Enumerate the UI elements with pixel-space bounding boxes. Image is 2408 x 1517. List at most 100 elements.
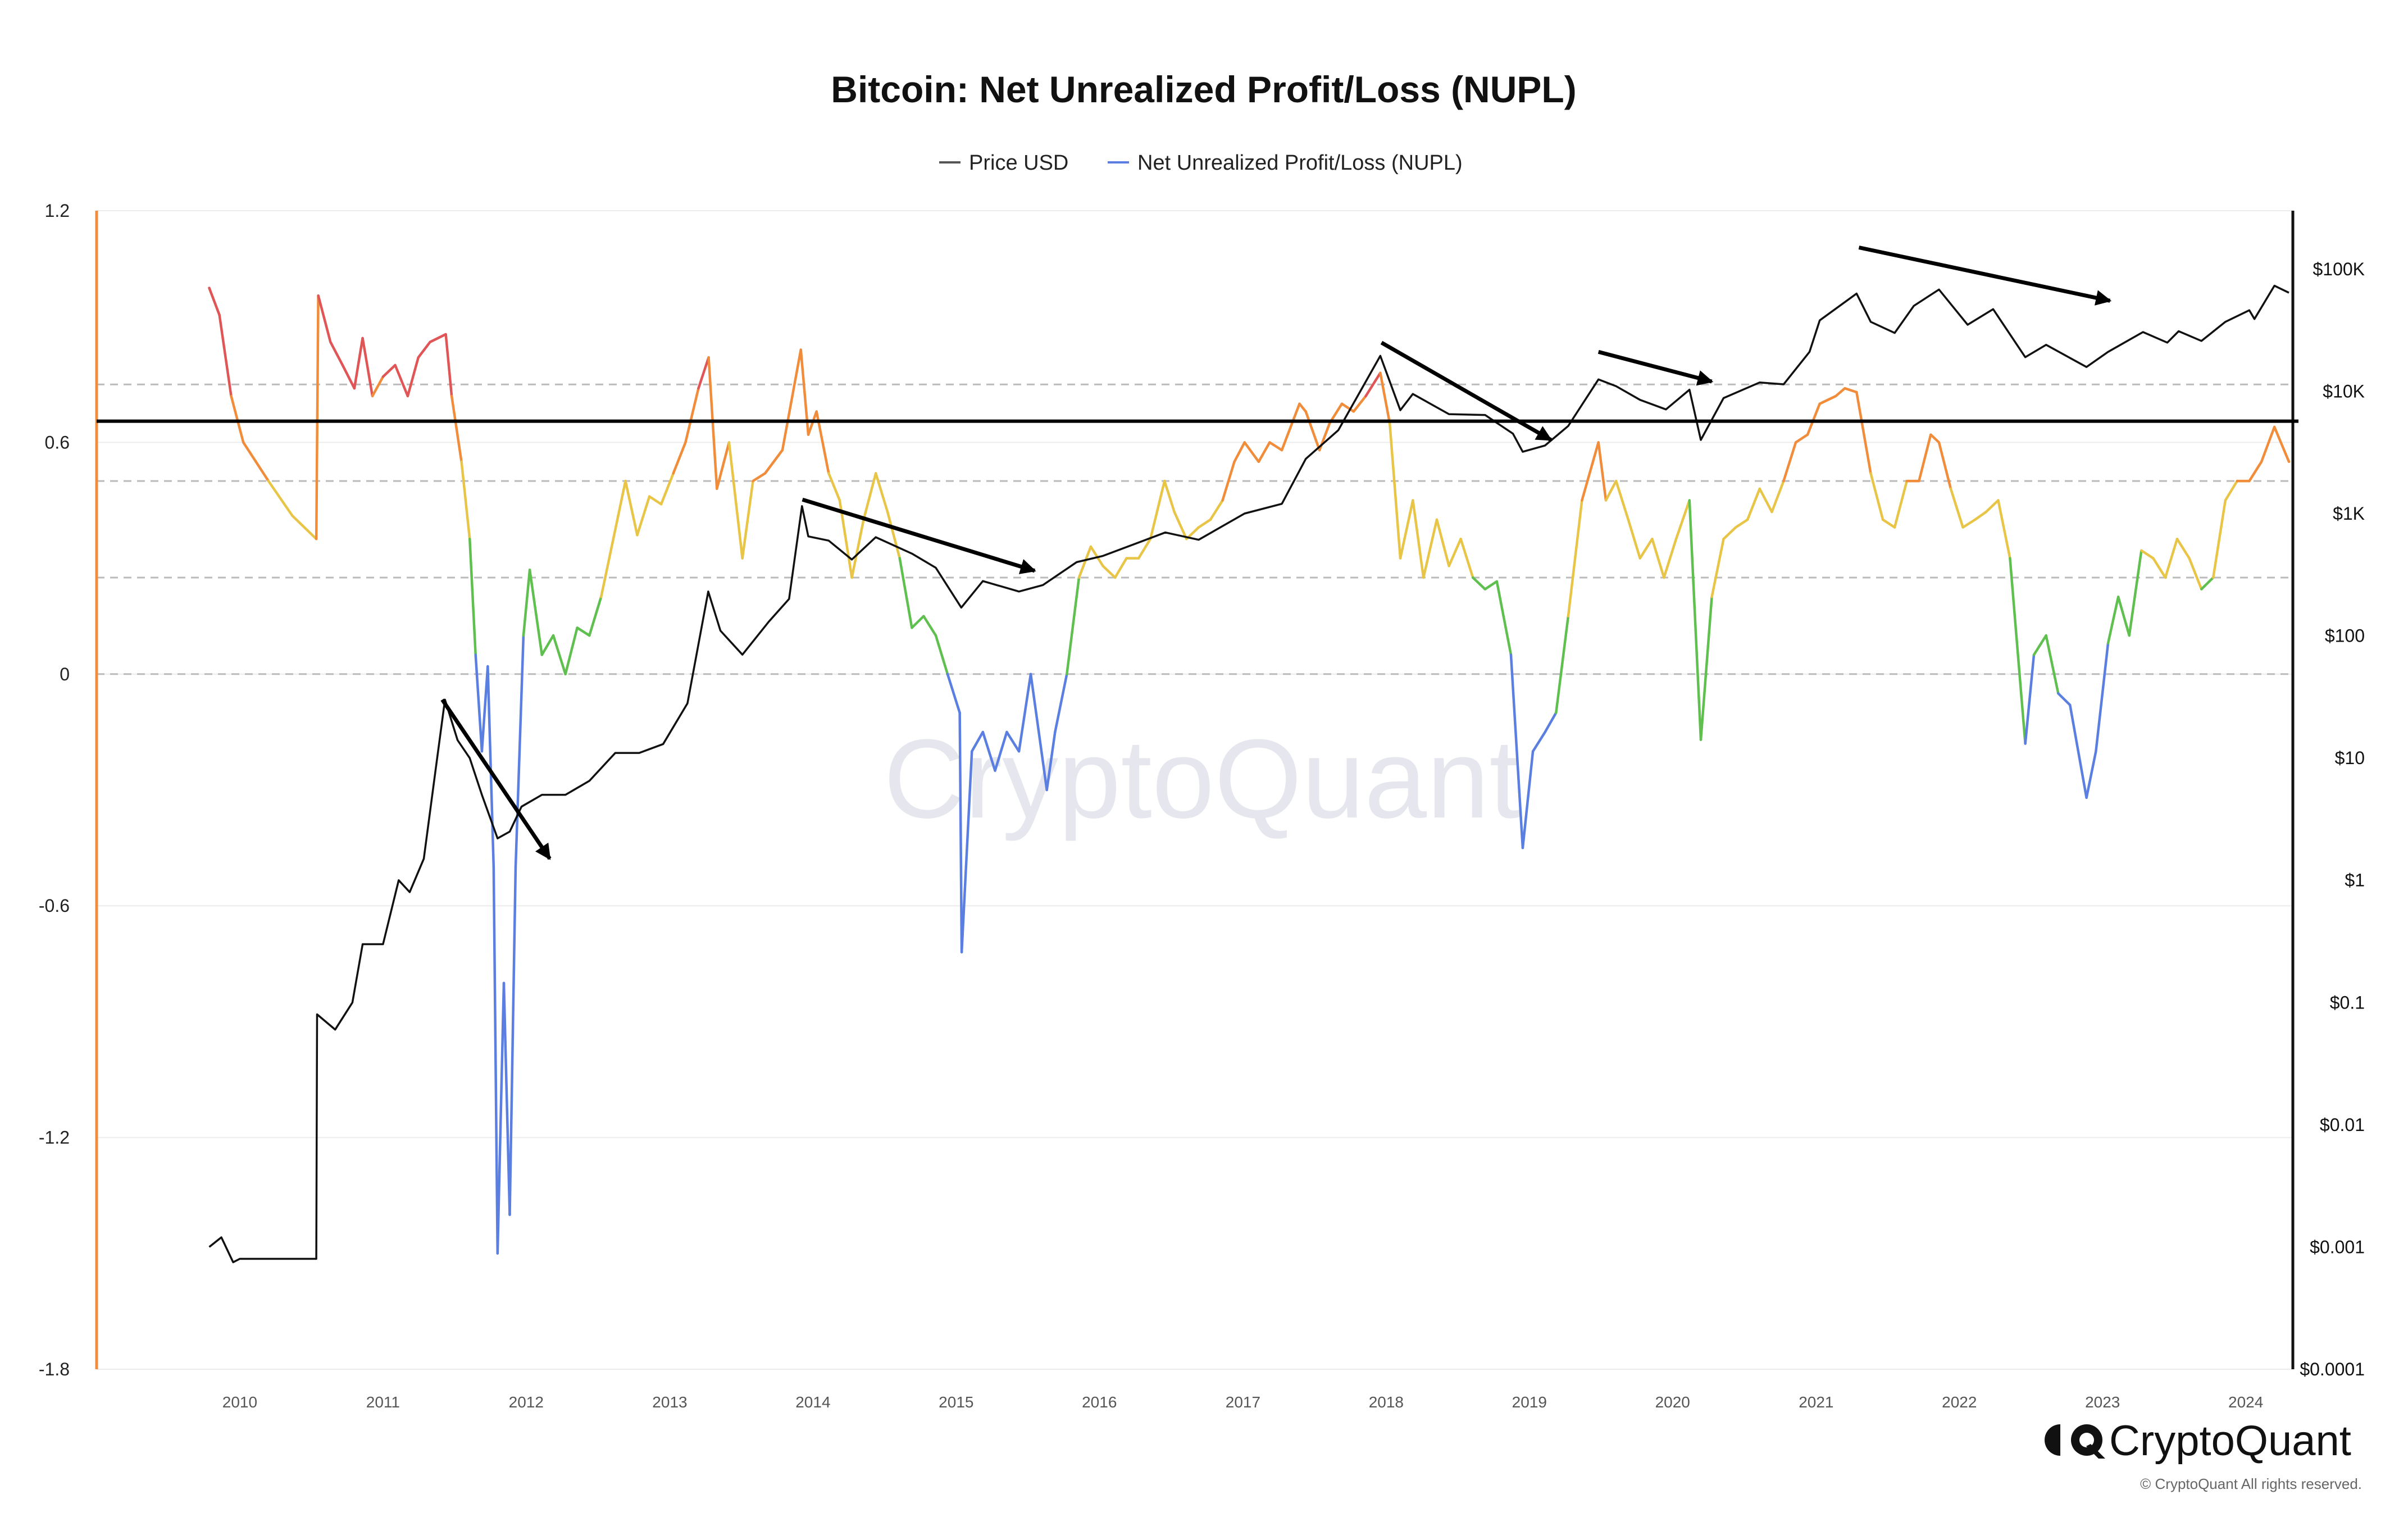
nupl-segment <box>371 375 385 398</box>
nupl-segment <box>1555 615 1570 714</box>
nupl-segment <box>528 568 544 656</box>
nupl-segment <box>1447 537 1462 567</box>
nupl-segment <box>1137 537 1152 560</box>
nupl-segment <box>1627 518 1642 560</box>
nupl-segment <box>514 634 525 869</box>
legend: Price USD Net Unrealized Profit/Loss (NU… <box>939 151 1463 175</box>
nupl-segment <box>564 626 579 676</box>
nupl-segment <box>1054 673 1068 734</box>
x-tick-label: 2019 <box>1512 1393 1547 1411</box>
nupl-segment <box>1399 499 1414 560</box>
nupl-segment <box>406 356 420 398</box>
axes: 1.2 0.6 0 -0.6 -1.2 -1.8 $100K $10K $1K $100 $10 $1… <box>39 201 2365 1411</box>
x-tick-label: 2023 <box>2085 1393 2120 1411</box>
y-right-tick-label: $10K <box>2323 381 2365 401</box>
nupl-segment <box>218 314 233 398</box>
y-right-tick-label: $100K <box>2313 259 2365 279</box>
y-left-tick-label: -0.6 <box>39 896 70 916</box>
y-left-tick-label: 1.2 <box>45 201 70 221</box>
nupl-segment <box>1304 410 1321 452</box>
x-tick-label: 2011 <box>366 1393 400 1411</box>
nupl-segment <box>588 596 603 637</box>
nupl-segment <box>2106 596 2120 645</box>
nupl-segment <box>1597 441 1608 502</box>
nupl-segment <box>781 348 802 452</box>
nupl-segment <box>2152 557 2167 579</box>
nupl-segment <box>1973 510 1988 521</box>
nupl-segment <box>468 537 477 656</box>
nupl-segment <box>599 537 615 598</box>
nupl-segment <box>1435 518 1450 567</box>
nupl-segment <box>2224 479 2239 502</box>
nupl-segment <box>1806 402 1821 436</box>
trend-arrow <box>1380 340 1553 442</box>
nupl-segment <box>898 557 913 629</box>
nupl-segment <box>508 866 517 1216</box>
nupl-segment <box>874 472 889 514</box>
nupl-segment <box>1835 387 1846 398</box>
nupl-segment <box>2273 425 2291 464</box>
nupl-segment <box>1412 499 1425 579</box>
nupl-segment <box>1984 499 2000 514</box>
nupl-segment <box>1298 402 1307 413</box>
nupl-segment <box>208 287 221 316</box>
nupl-segment <box>1233 441 1246 464</box>
nupl-segment <box>1663 537 1678 579</box>
nupl-segment <box>1066 576 1081 676</box>
x-tick-label: 2020 <box>1655 1393 1690 1411</box>
nupl-segment <box>994 730 1008 772</box>
nupl-segment <box>341 364 356 390</box>
nupl-segment <box>1929 433 1941 444</box>
x-tick-label: 2014 <box>795 1393 830 1411</box>
nupl-segment <box>329 340 344 367</box>
nupl-segment <box>1422 518 1439 579</box>
nupl-segment <box>2188 557 2203 591</box>
nupl-segment <box>353 337 364 390</box>
nupl-segment <box>648 495 663 506</box>
nupl-segment <box>862 472 877 521</box>
nupl-segment <box>741 479 754 560</box>
legend-item-price[interactable]: Price USD <box>939 151 1068 175</box>
x-tick-label: 2012 <box>509 1393 544 1411</box>
legend-nupl-label: Net Unrealized Profit/Loss (NUPL) <box>1137 151 1463 175</box>
nupl-segment <box>1614 479 1630 521</box>
nupl-segment <box>2032 634 2047 656</box>
nupl-segment <box>417 340 431 359</box>
trend-arrow <box>1858 246 2112 306</box>
legend-price-label: Price USD <box>969 151 1068 175</box>
nupl-segment <box>1937 441 1952 490</box>
y-right-tick-label: $1K <box>2333 503 2365 524</box>
nupl-segment <box>1638 537 1654 560</box>
nupl-segment <box>2260 425 2276 464</box>
nupl-segment <box>1869 472 1884 521</box>
nupl-segment <box>1710 537 1725 598</box>
nupl-segment <box>315 294 320 541</box>
nupl-segment <box>971 730 985 753</box>
nupl-segment <box>752 472 767 483</box>
nupl-segment <box>1163 479 1176 514</box>
nupl-segment <box>684 387 700 444</box>
nupl-segment <box>1268 441 1283 452</box>
nupl-segment <box>1734 518 1749 529</box>
x-tick-label: 2015 <box>939 1393 973 1411</box>
legend-item-nupl[interactable]: Net Unrealized Profit/Loss (NUPL) <box>1108 151 1463 175</box>
nupl-segment <box>911 615 925 629</box>
nupl-segment <box>267 479 294 517</box>
nupl-segment <box>1459 537 1474 579</box>
nupl-segment <box>1495 580 1513 656</box>
nupl-segment <box>1949 487 1964 529</box>
nupl-segment <box>727 441 744 560</box>
y-left-tick-label: -1.8 <box>39 1359 70 1379</box>
nupl-segment <box>242 441 270 483</box>
y-right-tick-label: $10 <box>2335 748 2365 768</box>
nupl-segment <box>636 495 651 537</box>
nupl-segment <box>1722 526 1737 541</box>
nupl-segment <box>381 364 397 378</box>
nupl-segment <box>716 441 731 490</box>
y-right-tick-label: $100 <box>2325 626 2365 646</box>
nupl-segment <box>2009 557 2027 745</box>
nupl-segment <box>922 615 937 637</box>
nupl-segment <box>1005 730 1021 753</box>
nupl-series <box>208 287 2291 1255</box>
